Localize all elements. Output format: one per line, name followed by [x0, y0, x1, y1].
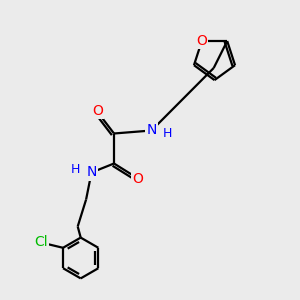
Text: O: O: [133, 172, 143, 186]
Text: H: H: [162, 127, 172, 140]
Text: Cl: Cl: [34, 236, 48, 249]
Text: N: N: [86, 166, 97, 179]
Text: H: H: [71, 163, 81, 176]
Text: O: O: [196, 34, 207, 48]
Text: N: N: [146, 124, 157, 137]
Text: O: O: [92, 104, 103, 118]
